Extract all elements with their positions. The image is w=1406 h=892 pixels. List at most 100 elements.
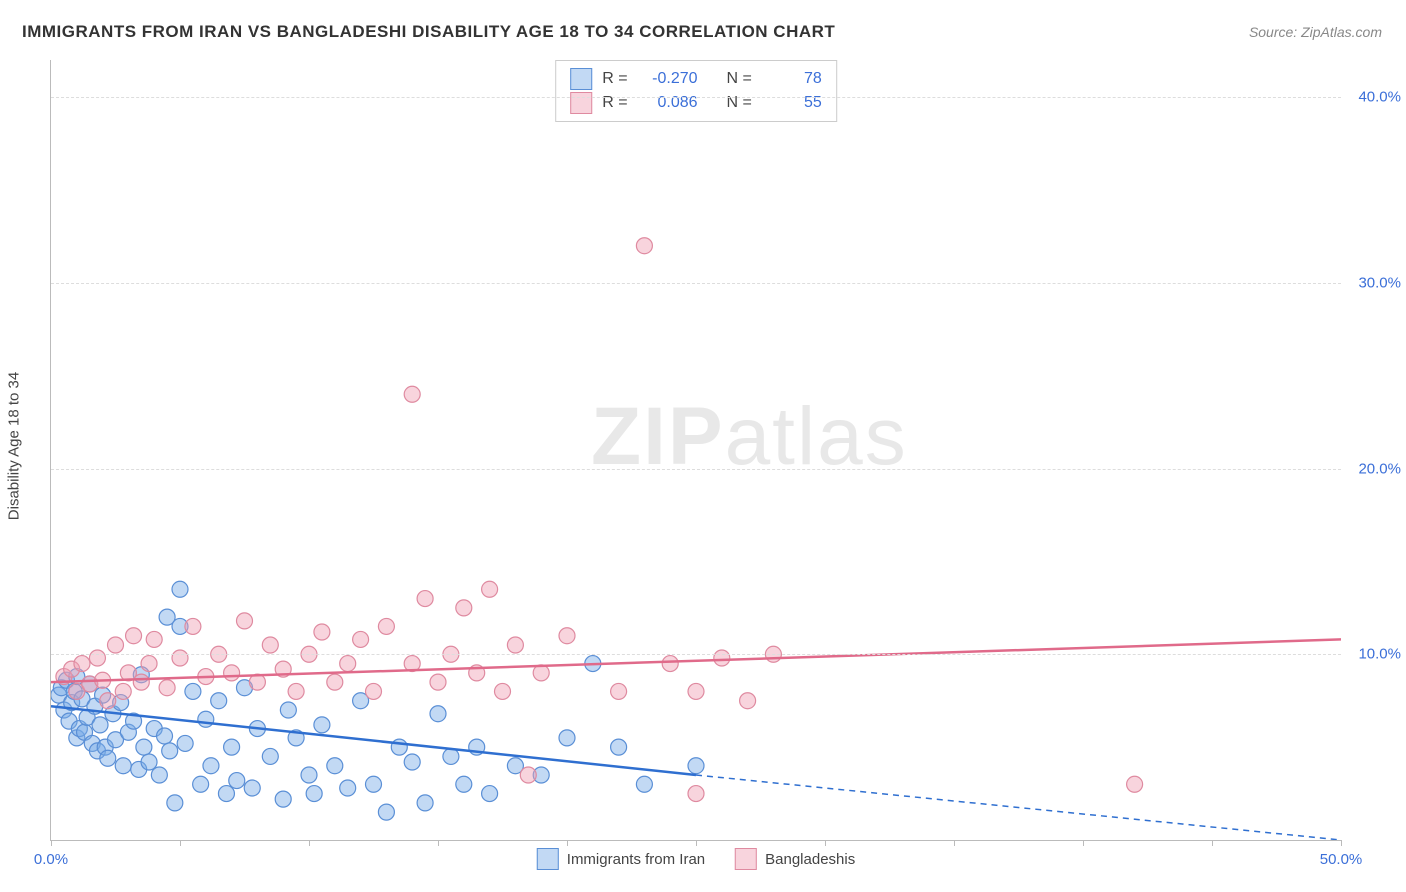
- data-point: [92, 717, 108, 733]
- trend-line-extension: [696, 775, 1341, 840]
- legend-item: Bangladeshis: [735, 848, 855, 870]
- stat-n-label: N =: [726, 67, 751, 91]
- data-point: [203, 758, 219, 774]
- stat-r-label: R =: [602, 67, 627, 91]
- data-point: [443, 748, 459, 764]
- data-point: [185, 618, 201, 634]
- trend-line: [51, 639, 1341, 682]
- data-point: [237, 613, 253, 629]
- data-point: [430, 674, 446, 690]
- data-point: [141, 754, 157, 770]
- data-point: [218, 786, 234, 802]
- legend-label: Bangladeshis: [765, 851, 855, 868]
- data-point: [193, 776, 209, 792]
- chart-svg: [51, 60, 1341, 840]
- data-point: [378, 618, 394, 634]
- data-point: [482, 786, 498, 802]
- y-tick-label: 20.0%: [1346, 460, 1401, 477]
- data-point: [482, 581, 498, 597]
- data-point: [306, 786, 322, 802]
- source-label: Source:: [1249, 24, 1297, 40]
- data-point: [136, 739, 152, 755]
- data-point: [157, 728, 173, 744]
- data-point: [430, 706, 446, 722]
- data-point: [262, 637, 278, 653]
- stat-n-value: 55: [762, 91, 822, 115]
- data-point: [456, 600, 472, 616]
- gridline: [51, 283, 1341, 284]
- data-point: [224, 739, 240, 755]
- data-point: [314, 624, 330, 640]
- stats-row: R = 0.086 N = 55: [570, 91, 822, 115]
- data-point: [417, 795, 433, 811]
- data-point: [559, 628, 575, 644]
- data-point: [301, 767, 317, 783]
- x-tick: [567, 840, 568, 846]
- data-point: [378, 804, 394, 820]
- series-swatch: [570, 92, 592, 114]
- data-point: [100, 750, 116, 766]
- data-point: [611, 739, 627, 755]
- gridline: [51, 97, 1341, 98]
- data-point: [198, 711, 214, 727]
- data-point: [366, 683, 382, 699]
- stat-n-label: N =: [726, 91, 751, 115]
- gridline: [51, 469, 1341, 470]
- data-point: [740, 693, 756, 709]
- data-point: [141, 656, 157, 672]
- data-point: [688, 683, 704, 699]
- stat-n-value: 78: [762, 67, 822, 91]
- x-tick-label: 0.0%: [34, 851, 68, 868]
- x-tick: [438, 840, 439, 846]
- x-tick: [1341, 840, 1342, 846]
- legend-swatch: [735, 848, 757, 870]
- data-point: [115, 683, 131, 699]
- data-point: [244, 780, 260, 796]
- data-point: [162, 743, 178, 759]
- legend-swatch: [537, 848, 559, 870]
- data-point: [366, 776, 382, 792]
- data-point: [340, 656, 356, 672]
- plot-area: ZIPatlas R =-0.270 N =78R =0.086 N =55 I…: [50, 60, 1341, 841]
- x-tick: [696, 840, 697, 846]
- stats-legend-box: R = -0.270 N = 78 R = 0.086 N = 55: [555, 60, 837, 122]
- data-point: [404, 386, 420, 402]
- y-tick-label: 40.0%: [1346, 89, 1401, 106]
- data-point: [229, 773, 245, 789]
- data-point: [167, 795, 183, 811]
- data-point: [185, 683, 201, 699]
- stats-row: R = -0.270 N = 78: [570, 67, 822, 91]
- data-point: [280, 702, 296, 718]
- data-point: [714, 650, 730, 666]
- x-tick: [309, 840, 310, 846]
- data-point: [327, 758, 343, 774]
- x-tick: [1083, 840, 1084, 846]
- y-axis-label: Disability Age 18 to 34: [6, 372, 23, 520]
- x-tick-label: 50.0%: [1320, 851, 1363, 868]
- stat-r-value: -0.270: [638, 67, 698, 91]
- data-point: [211, 693, 227, 709]
- data-point: [559, 730, 575, 746]
- data-point: [327, 674, 343, 690]
- x-tick: [51, 840, 52, 846]
- data-point: [611, 683, 627, 699]
- data-point: [456, 776, 472, 792]
- data-point: [126, 628, 142, 644]
- stat-r-value: 0.086: [638, 91, 698, 115]
- data-point: [115, 758, 131, 774]
- data-point: [177, 735, 193, 751]
- data-point: [224, 665, 240, 681]
- source-attribution: Source: ZipAtlas.com: [1249, 24, 1382, 40]
- data-point: [688, 758, 704, 774]
- data-point: [662, 656, 678, 672]
- stat-r-label: R =: [602, 91, 627, 115]
- data-point: [275, 791, 291, 807]
- data-point: [108, 637, 124, 653]
- chart-title: IMMIGRANTS FROM IRAN VS BANGLADESHI DISA…: [22, 22, 835, 42]
- data-point: [314, 717, 330, 733]
- data-point: [262, 748, 278, 764]
- data-point: [507, 637, 523, 653]
- data-point: [100, 693, 116, 709]
- data-point: [417, 591, 433, 607]
- data-point: [688, 786, 704, 802]
